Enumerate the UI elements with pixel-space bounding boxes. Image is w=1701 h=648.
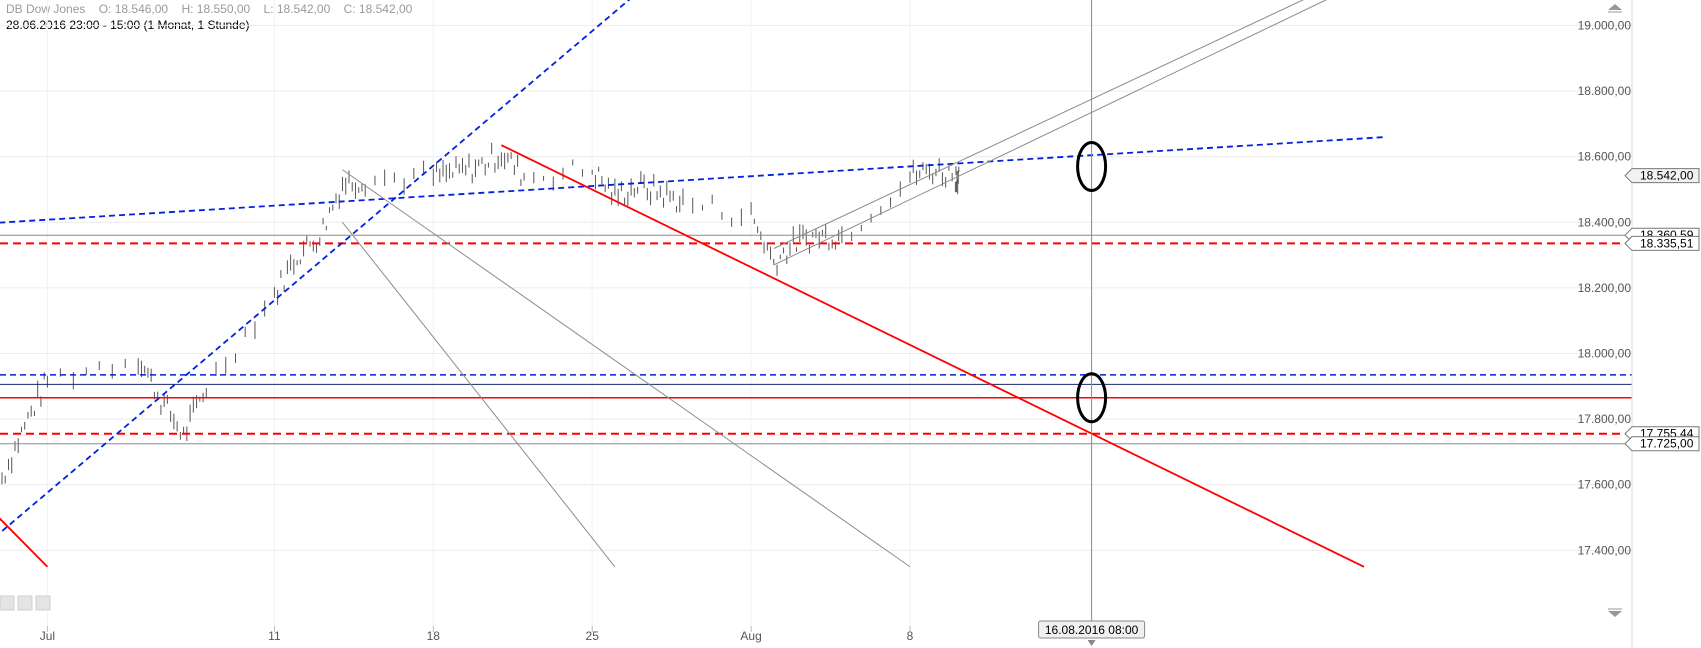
x-tick-label: 25 xyxy=(586,629,600,643)
price-tag-label: 17.725,00 xyxy=(1640,437,1694,451)
y-tick-label: 18.600,00 xyxy=(1578,150,1632,164)
chart-controls xyxy=(0,4,1622,617)
price-tag-label: 18.335,51 xyxy=(1640,236,1694,250)
trendline xyxy=(0,0,631,535)
open-value: O: 18.546,00 xyxy=(98,2,169,16)
ohlc-header: DB Dow Jones O: 18.546,00 H: 18.550,00 L… xyxy=(6,2,422,16)
price-tag: 17.725,00 xyxy=(1624,436,1700,452)
y-tick-label: 17.600,00 xyxy=(1578,478,1632,492)
price-tag: 18.542,00 xyxy=(1624,168,1700,184)
y-tick-label: 18.000,00 xyxy=(1578,347,1632,361)
y-tick-label: 17.400,00 xyxy=(1578,543,1632,557)
trendline xyxy=(0,517,49,568)
chart-tool-button[interactable] xyxy=(0,595,15,611)
y-tick-label: 19.000,00 xyxy=(1578,18,1632,32)
x-tick-label: 8 xyxy=(907,629,914,643)
price-tag: 18.335,51 xyxy=(1624,235,1700,251)
x-tick-label: Aug xyxy=(740,629,761,643)
y-axis: 19.000,00 18.800,00 18.600,00 18.400,00 18.2… xyxy=(1578,0,1633,648)
crosshair: 16.08.2016 08:00 xyxy=(1038,0,1146,646)
trendline xyxy=(773,0,1328,266)
price-tags: 18.360,5918.335,5118.542,0017.755,4417.7… xyxy=(1624,168,1700,452)
trendline xyxy=(773,0,1305,249)
instrument-name: DB Dow Jones xyxy=(6,2,86,16)
close-value: C: 18.542,00 xyxy=(343,2,413,16)
trendline xyxy=(342,221,616,568)
ellipse-marker xyxy=(1076,372,1108,424)
scroll-up-icon[interactable] xyxy=(1608,4,1622,10)
low-value: L: 18.542,00 xyxy=(263,2,331,16)
trendline xyxy=(0,136,1387,224)
y-tick-label: 18.200,00 xyxy=(1578,281,1632,295)
x-tick-label: Jul xyxy=(40,629,55,643)
price-tag-box xyxy=(1624,436,1700,452)
trendlines xyxy=(0,0,1387,568)
x-tick-label: 11 xyxy=(268,629,281,643)
chart-tool-button[interactable] xyxy=(35,595,51,611)
y-tick-label: 18.800,00 xyxy=(1578,84,1632,98)
crosshair-date-label: 16.08.2016 08:00 xyxy=(1045,623,1139,637)
ellipse-marker xyxy=(1076,140,1108,192)
crosshair-pointer xyxy=(1087,640,1096,646)
price-tag-label: 18.542,00 xyxy=(1640,169,1694,183)
x-tick-label: 18 xyxy=(427,629,441,643)
ellipse-markers xyxy=(1076,140,1108,424)
crosshair-date-box xyxy=(1038,620,1146,639)
scroll-down-icon[interactable] xyxy=(1608,611,1622,617)
x-axis: Jul 11 18 25 Aug 8 xyxy=(40,626,914,643)
y-tick-label: 17.800,00 xyxy=(1578,412,1632,426)
trendline xyxy=(342,169,911,568)
chart-tool-button[interactable] xyxy=(17,595,33,611)
horizontal-levels xyxy=(0,234,1632,445)
y-tick-label: 18.400,00 xyxy=(1578,215,1632,229)
trendline xyxy=(501,144,1365,568)
high-value: H: 18.550,00 xyxy=(181,2,251,16)
grid xyxy=(0,0,1632,626)
price-bars xyxy=(0,142,960,505)
price-tag-box xyxy=(1624,235,1700,251)
price-tag-box xyxy=(1624,168,1700,184)
